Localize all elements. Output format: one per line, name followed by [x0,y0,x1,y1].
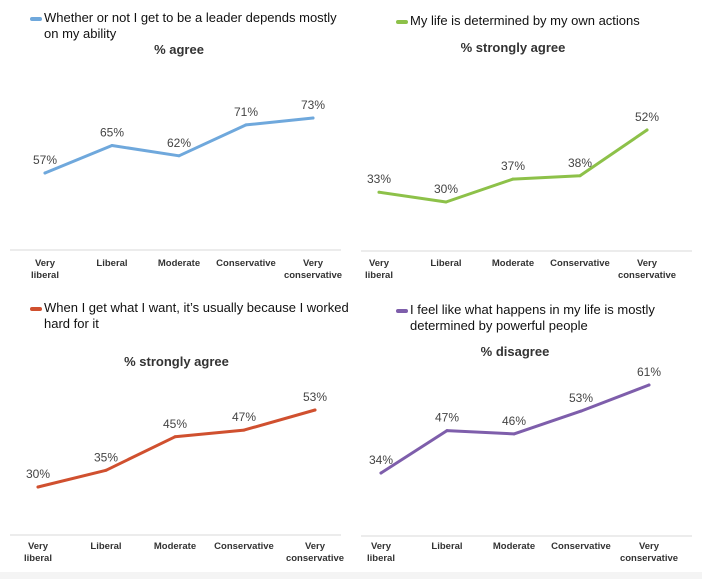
x-tick-label: Liberal [90,541,121,552]
x-tick-label: Moderate [154,541,196,552]
x-tick-label: Moderate [493,541,535,552]
data-label: 35% [94,450,118,464]
data-label: 30% [434,182,458,196]
chart-panel-own-actions: My life is determined by my own actions%… [351,0,702,290]
chart-panel-powerful-people: I feel like what happens in my life is m… [351,290,702,579]
chart-title: % disagree [480,344,550,359]
x-tick-label: Liberal [430,258,461,269]
data-label: 46% [502,414,526,428]
chart-title: % strongly agree [460,40,566,55]
data-label: 34% [369,453,393,467]
legend-swatch [30,307,42,311]
data-label: 30% [26,467,50,481]
legend: Whether or not I get to be a leader depe… [30,10,350,42]
legend-label: My life is determined by my own actions [410,13,640,28]
data-point [311,116,315,120]
data-label: 71% [234,105,258,119]
legend-label: Whether or not I get to be a leader depe… [44,10,337,41]
x-tick-label: Very conservative [620,541,678,564]
data-label: 47% [232,410,256,424]
x-tick-label: Very conservative [286,541,344,564]
data-point [578,174,582,178]
legend: My life is determined by my own actions [396,13,696,29]
legend-label: I feel like what happens in my life is m… [410,302,655,333]
x-tick-label: Very liberal [365,258,393,281]
line-chart: 30% 35% 45% 47% 53% Very liberal Liberal Moderat… [10,390,344,564]
x-tick-label: Moderate [492,258,534,269]
data-label: 33% [367,172,391,186]
data-point [104,468,108,472]
data-point [110,144,114,147]
chart-title: % strongly agree [124,354,229,369]
legend-swatch [396,309,408,313]
data-point [173,435,177,439]
legend-swatch [396,20,408,24]
data-label: 73% [301,98,325,112]
x-tick-label: Conservative [551,541,611,552]
chart-title: % agree [154,42,204,57]
data-label: 62% [167,136,191,150]
data-label: 47% [435,411,459,425]
line-chart: 33% 30% 37% 38% 52% Very liberal Liberal Moderat… [361,110,692,281]
data-point [579,409,583,413]
x-tick-label: Conservative [550,258,610,269]
x-tick-label: Very conservative [284,258,342,281]
data-point [445,429,449,433]
data-point [379,471,383,475]
data-label: 57% [33,153,57,167]
data-label: 53% [303,390,327,404]
x-tick-label: Conservative [214,541,274,552]
chart-panel-worked-hard: When I get what I want, it’s usually bec… [0,290,351,579]
x-tick-label: Very liberal [367,541,395,564]
legend: I feel like what happens in my life is m… [396,302,696,334]
x-tick-label: Conservative [216,258,276,269]
data-point [43,171,47,175]
data-label: 38% [568,156,592,170]
data-point [647,383,651,387]
data-label: 53% [569,391,593,405]
data-point [512,432,516,436]
data-point [244,123,248,127]
data-point [444,200,448,204]
line-chart: 57% 65% 62% 71% 73% Very liberal Liberal Moderat… [10,98,342,281]
x-tick-label: Very conservative [618,258,676,281]
x-tick-label: Liberal [96,258,127,269]
chart-panel-leader-ability: Whether or not I get to be a leader depe… [0,0,351,290]
data-point [242,428,246,432]
bottom-strip [0,572,702,579]
data-label: 45% [163,417,187,431]
legend-label: When I get what I want, it’s usually bec… [44,300,349,331]
data-point [377,190,381,194]
data-point [177,154,181,158]
x-tick-label: Liberal [431,541,462,552]
line-chart: 34% 47% 46% 53% 61% Very liberal Liberal Moderat… [361,365,692,564]
legend: When I get what I want, it’s usually bec… [30,300,350,332]
data-label: 61% [637,365,661,379]
x-tick-label: Very liberal [31,258,59,281]
data-label: 52% [635,110,659,124]
data-point [313,408,317,412]
x-tick-label: Very liberal [24,541,52,564]
data-point [645,128,649,132]
data-label: 65% [100,126,124,140]
legend-swatch [30,17,42,21]
data-point [36,485,40,489]
data-point [511,177,515,181]
x-tick-label: Moderate [158,258,200,269]
data-label: 37% [501,159,525,173]
series-line [379,383,651,475]
